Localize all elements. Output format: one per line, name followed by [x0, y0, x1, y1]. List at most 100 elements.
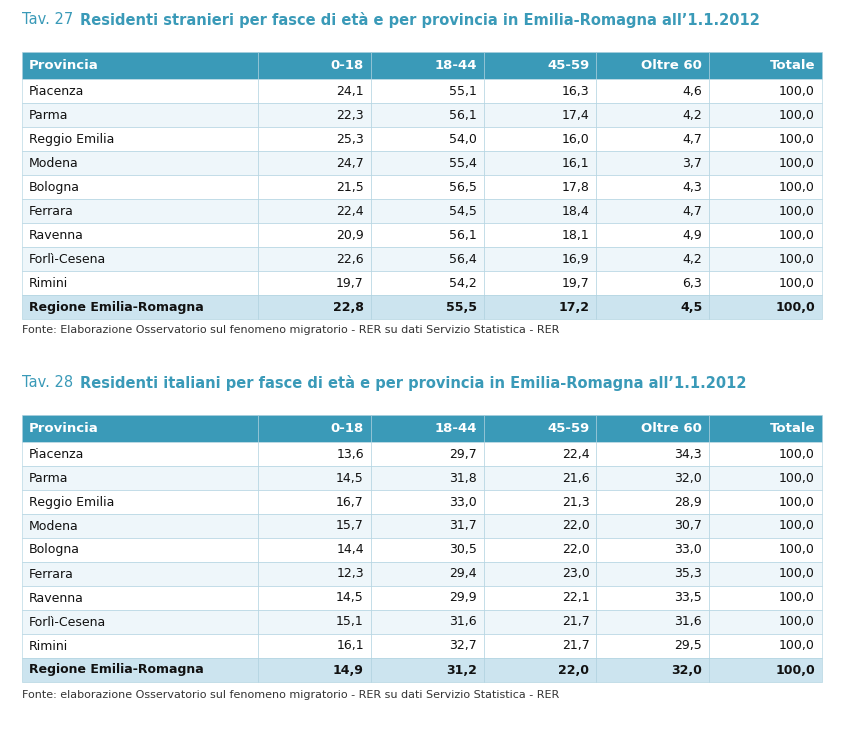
Bar	[484, 562, 597, 586]
Bar	[709, 127, 822, 151]
Text: 100,0: 100,0	[779, 229, 815, 242]
Bar	[22, 538, 258, 562]
Text: 33,5: 33,5	[674, 592, 702, 604]
Bar	[709, 271, 822, 295]
Text: 54,2: 54,2	[449, 276, 477, 290]
Text: 100,0: 100,0	[779, 520, 815, 532]
Bar	[597, 52, 709, 79]
Text: 22,0: 22,0	[561, 543, 589, 556]
Text: Bologna: Bologna	[29, 543, 80, 556]
Text: 24,1: 24,1	[336, 85, 364, 98]
Text: 21,6: 21,6	[562, 471, 589, 484]
Bar	[709, 514, 822, 538]
Bar	[484, 52, 597, 79]
Bar	[709, 442, 822, 466]
Text: 100,0: 100,0	[779, 495, 815, 509]
Text: 18-44: 18-44	[434, 59, 477, 72]
Bar	[371, 538, 484, 562]
Bar	[258, 562, 371, 586]
Text: 20,9: 20,9	[336, 229, 364, 242]
Bar	[258, 658, 371, 682]
Text: 3,7: 3,7	[682, 157, 702, 170]
Bar	[597, 103, 709, 127]
Text: 17,4: 17,4	[561, 109, 589, 121]
Bar	[258, 415, 371, 442]
Bar	[258, 247, 371, 271]
Text: 100,0: 100,0	[779, 567, 815, 581]
Text: 14,9: 14,9	[333, 664, 364, 676]
Bar	[597, 271, 709, 295]
Bar	[484, 466, 597, 490]
Text: 54,0: 54,0	[449, 132, 477, 146]
Text: 56,1: 56,1	[449, 229, 477, 242]
Bar	[709, 538, 822, 562]
Bar	[258, 586, 371, 610]
Bar	[484, 415, 597, 442]
Bar	[258, 151, 371, 175]
Text: 32,7: 32,7	[449, 639, 477, 653]
Bar	[709, 79, 822, 103]
Bar	[258, 103, 371, 127]
Bar	[484, 514, 597, 538]
Bar	[709, 634, 822, 658]
Text: 32,0: 32,0	[671, 664, 702, 676]
Text: 22,0: 22,0	[561, 520, 589, 532]
Text: 100,0: 100,0	[779, 109, 815, 121]
Text: 0-18: 0-18	[331, 59, 364, 72]
Bar	[371, 514, 484, 538]
Text: 6,3: 6,3	[683, 276, 702, 290]
Bar	[709, 562, 822, 586]
Bar	[709, 223, 822, 247]
Bar	[22, 271, 258, 295]
Bar	[22, 415, 258, 442]
Bar	[22, 610, 258, 634]
Bar	[484, 223, 597, 247]
Bar	[258, 175, 371, 199]
Bar	[22, 586, 258, 610]
Bar	[258, 127, 371, 151]
Text: 100,0: 100,0	[779, 615, 815, 628]
Bar	[484, 658, 597, 682]
Bar	[258, 490, 371, 514]
Text: Residenti stranieri per fasce di età e per provincia in Emilia-Romagna all’1.1.2: Residenti stranieri per fasce di età e p…	[80, 12, 760, 28]
Text: 16,1: 16,1	[336, 639, 364, 653]
Bar	[709, 199, 822, 223]
Bar	[371, 562, 484, 586]
Bar	[597, 466, 709, 490]
Bar	[22, 79, 258, 103]
Bar	[371, 199, 484, 223]
Text: 21,7: 21,7	[561, 615, 589, 628]
Bar	[597, 634, 709, 658]
Bar	[709, 52, 822, 79]
Text: 34,3: 34,3	[674, 448, 702, 461]
Text: 4,7: 4,7	[682, 132, 702, 146]
Text: 21,5: 21,5	[336, 181, 364, 193]
Bar	[709, 586, 822, 610]
Bar	[258, 610, 371, 634]
Text: 100,0: 100,0	[779, 253, 815, 265]
Bar	[22, 175, 258, 199]
Text: 22,0: 22,0	[559, 664, 589, 676]
Bar	[597, 610, 709, 634]
Bar	[484, 442, 597, 466]
Text: Totale: Totale	[770, 422, 815, 435]
Text: Ravenna: Ravenna	[29, 229, 84, 242]
Bar	[22, 199, 258, 223]
Bar	[709, 247, 822, 271]
Text: Oltre 60: Oltre 60	[641, 59, 702, 72]
Text: 29,4: 29,4	[449, 567, 477, 581]
Bar	[371, 103, 484, 127]
Text: 4,2: 4,2	[683, 109, 702, 121]
Bar	[597, 79, 709, 103]
Bar	[258, 79, 371, 103]
Bar	[709, 610, 822, 634]
Text: 18,1: 18,1	[561, 229, 589, 242]
Text: 100,0: 100,0	[779, 85, 815, 98]
Text: Ravenna: Ravenna	[29, 592, 84, 604]
Bar	[597, 415, 709, 442]
Bar	[22, 490, 258, 514]
Bar	[709, 295, 822, 319]
Text: Fonte: elaborazione Osservatorio sul fenomeno migratorio - RER su dati Servizio : Fonte: elaborazione Osservatorio sul fen…	[22, 690, 560, 700]
Bar	[258, 199, 371, 223]
Text: 4,3: 4,3	[683, 181, 702, 193]
